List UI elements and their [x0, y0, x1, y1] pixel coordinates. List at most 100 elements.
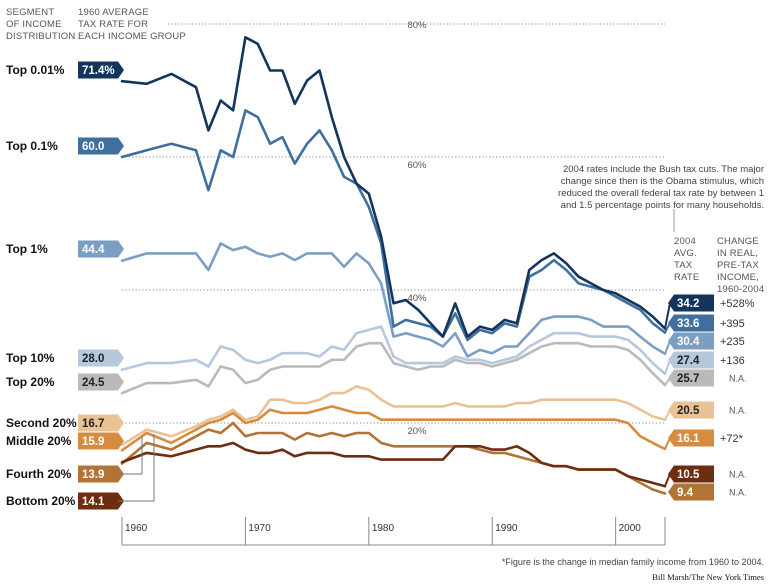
rate1960-top001-shape: [78, 61, 124, 79]
segment-header-line: SEGMENT: [6, 7, 54, 18]
footnote: *Figure is the change in median family i…: [502, 557, 764, 567]
rate1960-top01-text: 60.0: [82, 141, 104, 153]
x-tick-label: 1960: [125, 523, 148, 534]
rate1960-middle20-text: 15.9: [82, 436, 104, 448]
rate1960-top10-shape: [78, 349, 124, 367]
rate2004-middle20-shape: [668, 429, 714, 447]
rate2004-top001-shape: [668, 294, 714, 312]
series-line-fourth20: [120, 421, 667, 495]
rate2004-top1-text: 30.4: [677, 336, 700, 348]
gridline-label-20: 20%: [407, 426, 427, 437]
segment-label-top001: Top 0.01%: [6, 63, 65, 77]
gridline-label-40: 40%: [407, 293, 427, 304]
change-header-line: 1960-2004: [717, 284, 764, 295]
rate1960-middle20-shape: [78, 432, 124, 450]
rate2004-second20-text: 20.5: [677, 405, 700, 417]
annotation-line: and 1.5 percentage points for many house…: [561, 200, 764, 211]
rate2004-bottom20-shape: [668, 465, 714, 483]
right-labels: 34.2 +528% 33.6 +395 30.4 +235 27.4 +136 25.7 N.A…: [664, 294, 755, 501]
change-header-line: INCOME,: [717, 272, 759, 283]
connector-top10: [664, 359, 671, 375]
change-bottom20: N.A.: [729, 470, 747, 480]
segment-label-top20: Top 20%: [6, 375, 55, 389]
rate1960-top20-shape: [78, 373, 124, 391]
rate1960-header-line: 1960 AVERAGE: [78, 7, 149, 18]
series-lines: [120, 36, 667, 495]
change-second20: N.A.: [729, 406, 747, 416]
change-header-line: PRE-TAX: [717, 260, 759, 271]
series-line-top01: [120, 109, 667, 342]
rate2004-top20-text: 25.7: [677, 373, 699, 385]
gridline-label-60: 60%: [407, 160, 427, 171]
series-line-top1: [120, 242, 667, 358]
rate1960-top10-text: 28.0: [82, 353, 104, 365]
change-top01: +395: [720, 318, 745, 330]
rate2004-header-line: AVG.: [674, 248, 697, 259]
rate2004-header-line: TAX: [674, 260, 693, 271]
rate1960-bottom20-shape: [78, 492, 124, 510]
rate2004-fourth20-text: 9.4: [677, 487, 694, 499]
series-line-middle20: [120, 405, 667, 452]
credit: Bill Marsh/The New York Times: [652, 572, 764, 582]
connector-top1: [664, 340, 671, 355]
segment-header-line: DISTRIBUTION: [6, 31, 75, 42]
rate2004-header-line: 2004: [674, 236, 696, 247]
change-top001: +528%: [720, 298, 755, 310]
segment-label-second20: Second 20%: [6, 416, 77, 430]
rate1960-top001-text: 71.4%: [82, 65, 115, 77]
change-fourth20: N.A.: [729, 488, 747, 498]
annotation-line: reduced the overall federal tax rate by …: [558, 188, 764, 199]
change-middle20: +72*: [720, 433, 744, 445]
annotation-line: 2004 rates include the Bush tax cuts. Th…: [563, 164, 764, 175]
reference-lines: 80% 60% 40% 20%: [122, 20, 665, 437]
x-tick-label: 2000: [619, 523, 642, 534]
segment-label-top01: Top 0.1%: [6, 139, 58, 153]
rate1960-fourth20-shape: [78, 465, 124, 483]
rate2004-top1-shape: [668, 332, 714, 350]
segment-label-fourth20: Fourth 20%: [6, 467, 72, 481]
annotation-note: 2004 rates include the Bush tax cuts. Th…: [558, 164, 764, 232]
rate1960-header-line: TAX RATE FOR: [78, 19, 148, 30]
rate1960-top20-text: 24.5: [82, 377, 105, 389]
rate2004-top10-shape: [668, 351, 714, 369]
segment-header-line: OF INCOME: [6, 19, 62, 30]
rate2004-top20-shape: [668, 369, 714, 387]
rate1960-bottom20-text: 14.1: [82, 496, 105, 508]
series-line-top20: [120, 341, 667, 395]
rate1960-fourth20-text: 13.9: [82, 469, 104, 481]
change-top1: +235: [720, 336, 745, 348]
connector-bottom20: [664, 473, 671, 487]
rate2004-middle20-text: 16.1: [677, 433, 700, 445]
leader-fourth20: [118, 437, 143, 475]
series-line-bottom20: [120, 441, 667, 488]
change-header-line: CHANGE: [717, 236, 759, 247]
change-top20: N.A.: [729, 374, 747, 384]
change-top10: +136: [720, 355, 745, 367]
rate2004-header-line: RATE: [674, 272, 699, 283]
leader-bottom20: [118, 434, 155, 502]
series-line-second20: [120, 385, 667, 447]
left-labels: Top 0.01% 71.4% Top 0.1% 60.0 Top 1% 44.4 Top …: [6, 61, 155, 510]
rate2004-fourth20-shape: [668, 483, 714, 501]
rate2004-top01-shape: [668, 314, 714, 332]
rate1960-top01-shape: [78, 137, 124, 155]
rate1960-top1-shape: [78, 240, 124, 258]
rate1960-top1-text: 44.4: [82, 244, 105, 256]
segment-label-bottom20: Bottom 20%: [6, 494, 76, 508]
rate1960-header-line: EACH INCOME GROUP: [78, 31, 186, 42]
connector-top001: [664, 302, 671, 329]
x-axis: 1960 1970 1980 1990 2000: [121, 517, 666, 546]
segment-label-top1: Top 1%: [6, 242, 48, 256]
series-line-top001: [120, 36, 667, 338]
rate2004-top01-text: 33.6: [677, 318, 699, 330]
connector-middle20: [664, 437, 671, 450]
segment-label-middle20: Middle 20%: [6, 434, 72, 448]
gridline-label-80: 80%: [407, 20, 427, 31]
rate2004-bottom20-text: 10.5: [677, 469, 700, 481]
x-tick-label: 1980: [372, 523, 395, 534]
annotation-line: change since then is the Obama stimulus,…: [561, 176, 764, 187]
x-tick-label: 1970: [248, 523, 271, 534]
x-tick-label: 1990: [495, 523, 518, 534]
rate2004-top10-text: 27.4: [677, 355, 700, 367]
